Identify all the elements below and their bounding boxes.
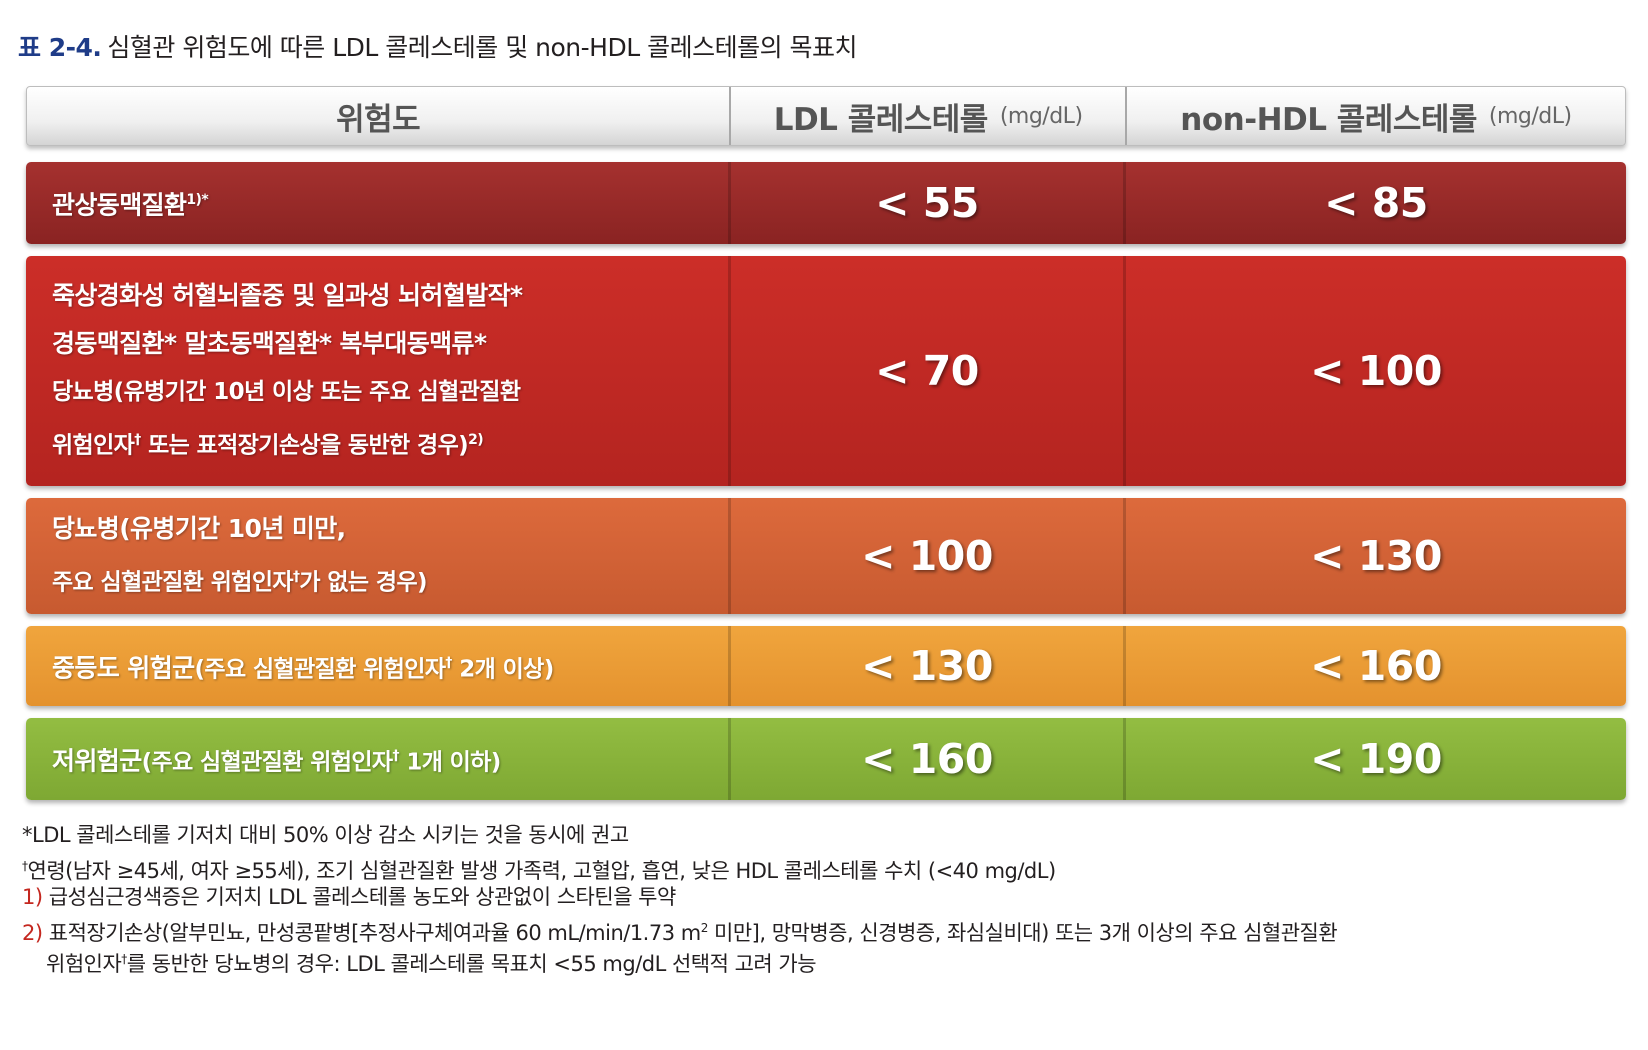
header-risk-label: 위험도 bbox=[336, 101, 421, 138]
header-nonhdl: non-HDL 콜레스테롤 (mg/dL) bbox=[1127, 87, 1625, 145]
dagger-mark: † bbox=[134, 432, 141, 449]
header-nonhdl-label: non-HDL 콜레스테롤 bbox=[1180, 101, 1477, 138]
ldl-target-cell: < 130 bbox=[731, 626, 1126, 706]
dagger-mark: † bbox=[292, 569, 300, 586]
risk-label: 관상동맥질환1)* bbox=[52, 176, 209, 229]
risk-label-line-part: (주요 심혈관질환 위험인자 bbox=[141, 749, 393, 776]
risk-label-line: 주요 심혈관질환 위험인자†가 없는 경우) bbox=[52, 553, 428, 607]
risk-label-line-part: 저위험군 bbox=[52, 746, 142, 776]
risk-label-line: 당뇨병(유병기간 10년 미만, bbox=[52, 514, 346, 544]
footnote-2-cont: 위험인자†를 동반한 당뇨병의 경우: LDL 콜레스테롤 목표치 <55 mg… bbox=[22, 944, 1337, 976]
nonhdl-target-value: < 160 bbox=[1310, 642, 1442, 690]
header-ldl: LDL 콜레스테롤 (mg/dL) bbox=[731, 87, 1127, 145]
risk-label-line-part: 2개 이상) bbox=[451, 656, 554, 683]
nonhdl-target-cell: < 160 bbox=[1126, 626, 1626, 706]
footnote-text: 연령(남자 ≥45세, 여자 ≥55세), 조기 심혈관질환 발생 가족력, 고… bbox=[27, 859, 1057, 883]
nonhdl-target-cell: < 130 bbox=[1126, 498, 1626, 614]
header-ldl-label: LDL 콜레스테롤 bbox=[773, 101, 989, 138]
nonhdl-target-value: < 190 bbox=[1310, 735, 1442, 783]
nonhdl-target-value: < 85 bbox=[1324, 179, 1428, 227]
caption-number: 표 2-4. bbox=[18, 33, 102, 62]
footnote-marker: * bbox=[22, 823, 33, 847]
header-nonhdl-unit: (mg/dL) bbox=[1488, 103, 1572, 129]
ldl-target-value: < 160 bbox=[861, 735, 993, 783]
footnote-mark: 2) bbox=[468, 432, 484, 449]
risk-cell: 중등도 위험군(주요 심혈관질환 위험인자† 2개 이상) bbox=[26, 626, 731, 706]
risk-label: 당뇨병(유병기간 10년 미만, 주요 심혈관질환 위험인자†가 없는 경우) bbox=[52, 505, 428, 607]
footnote-dagger: †연령(남자 ≥45세, 여자 ≥55세), 조기 심혈관질환 발생 가족력, … bbox=[22, 851, 1337, 883]
footnote-2: 2) 표적장기손상(알부민뇨, 만성콩팥병[추정사구체여과율 60 mL/min… bbox=[22, 913, 1338, 945]
risk-label: 저위험군(주요 심혈관질환 위험인자† 1개 이하) bbox=[52, 732, 501, 786]
footnote-1: 1) 급성심근경색증은 기저치 LDL 콜레스테롤 농도와 상관없이 스타틴을 … bbox=[22, 882, 1337, 913]
footnote-text: 를 동반한 당뇨병의 경우: LDL 콜레스테롤 목표치 <55 mg/dL 선… bbox=[126, 952, 817, 976]
ldl-target-cell: < 70 bbox=[731, 256, 1126, 486]
header-risk: 위험도 bbox=[27, 87, 732, 145]
risk-label-line-part: (주요 심혈관질환 위험인자 bbox=[194, 656, 446, 683]
dagger-mark: † bbox=[445, 654, 452, 671]
footnote-marker: † bbox=[22, 859, 28, 873]
table-row: 관상동맥질환1)* < 55 < 85 bbox=[26, 162, 1626, 244]
table-header: 위험도 LDL 콜레스테롤 (mg/dL) non-HDL 콜레스테롤 (mg/… bbox=[26, 86, 1626, 146]
footnote-text: 위험인자 bbox=[46, 952, 122, 976]
ldl-target-cell: < 160 bbox=[731, 718, 1126, 800]
ldl-target-value: < 55 bbox=[875, 179, 979, 227]
risk-label-line-part: 중등도 위험군 bbox=[52, 653, 195, 683]
nonhdl-target-cell: < 100 bbox=[1126, 256, 1626, 486]
footnote-text: 표적장기손상(알부민뇨, 만성콩팥병[추정사구체여과율 60 mL/min/1.… bbox=[48, 921, 701, 945]
table-row: 저위험군(주요 심혈관질환 위험인자† 1개 이하) < 160 < 190 bbox=[26, 718, 1626, 800]
nonhdl-target-cell: < 190 bbox=[1126, 718, 1626, 800]
risk-label-line-part: 1개 이하) bbox=[398, 749, 501, 776]
caption-title: 심혈관 위험도에 따른 LDL 콜레스테롤 및 non-HDL 콜레스테롤의 목… bbox=[107, 33, 858, 62]
risk-cell: 관상동맥질환1)* bbox=[26, 162, 731, 244]
footnote-mark: 1)* bbox=[186, 192, 209, 209]
ldl-target-value: < 70 bbox=[875, 347, 979, 395]
risk-label-line-part: 주요 심혈관질환 위험인자 bbox=[52, 569, 294, 596]
risk-label-line: 죽상경화성 허혈뇌졸중 및 일과성 뇌허혈발작* bbox=[52, 281, 523, 311]
footnote-marker: 2) bbox=[22, 921, 43, 945]
risk-cell: 죽상경화성 허혈뇌졸중 및 일과성 뇌허혈발작* 경동맥질환* 말초동맥질환* … bbox=[26, 256, 731, 486]
nonhdl-target-value: < 100 bbox=[1310, 347, 1442, 395]
footnote-star: *LDL 콜레스테롤 기저치 대비 50% 이상 감소 시키는 것을 동시에 권… bbox=[22, 820, 1337, 851]
table-caption: 표 2-4. 심혈관 위험도에 따른 LDL 콜레스테롤 및 non-HDL 콜레… bbox=[18, 28, 858, 64]
risk-label-line: 경동맥질환* 말초동맥질환* 복부대동맥류* bbox=[52, 329, 487, 359]
footnote-text: LDL 콜레스테롤 기저치 대비 50% 이상 감소 시키는 것을 동시에 권고 bbox=[32, 823, 629, 847]
risk-label-line-part: 위험인자 bbox=[52, 432, 135, 459]
table-row: 죽상경화성 허혈뇌졸중 및 일과성 뇌허혈발작* 경동맥질환* 말초동맥질환* … bbox=[26, 256, 1626, 486]
footnote-text: 미만], 망막병증, 신경병증, 좌심실비대) 또는 3개 이상의 주요 심혈관… bbox=[707, 921, 1338, 945]
risk-label: 중등도 위험군(주요 심혈관질환 위험인자† 2개 이상) bbox=[52, 639, 554, 693]
header-ldl-unit: (mg/dL) bbox=[999, 103, 1083, 129]
ldl-target-cell: < 100 bbox=[731, 498, 1126, 614]
superscript: 2 bbox=[700, 921, 709, 935]
ldl-target-cell: < 55 bbox=[731, 162, 1126, 244]
footnote-text: 급성심근경색증은 기저치 LDL 콜레스테롤 농도와 상관없이 스타틴을 투약 bbox=[48, 885, 677, 909]
nonhdl-target-cell: < 85 bbox=[1126, 162, 1626, 244]
ldl-target-value: < 130 bbox=[861, 642, 993, 690]
table-row: 당뇨병(유병기간 10년 미만, 주요 심혈관질환 위험인자†가 없는 경우) … bbox=[26, 498, 1626, 614]
risk-label: 죽상경화성 허혈뇌졸중 및 일과성 뇌허혈발작* 경동맥질환* 말초동맥질환* … bbox=[52, 272, 523, 470]
dagger-mark: † bbox=[121, 952, 127, 966]
risk-cell: 당뇨병(유병기간 10년 미만, 주요 심혈관질환 위험인자†가 없는 경우) bbox=[26, 498, 731, 614]
risk-label-line: 당뇨병(유병기간 10년 이상 또는 주요 심혈관질환 bbox=[52, 379, 521, 406]
risk-label-line-part: 가 없는 경우) bbox=[299, 569, 427, 596]
risk-label-line: 위험인자† 또는 표적장기손상을 동반한 경우)2) bbox=[52, 416, 523, 470]
dagger-mark: † bbox=[392, 747, 400, 764]
footnote-marker: 1) bbox=[22, 885, 43, 909]
nonhdl-target-value: < 130 bbox=[1310, 532, 1442, 580]
risk-label-line: 관상동맥질환 bbox=[52, 190, 187, 220]
risk-cell: 저위험군(주요 심혈관질환 위험인자† 1개 이하) bbox=[26, 718, 731, 800]
ldl-target-value: < 100 bbox=[861, 532, 993, 580]
footnotes: *LDL 콜레스테롤 기저치 대비 50% 이상 감소 시키는 것을 동시에 권… bbox=[22, 820, 1338, 976]
table-row: 중등도 위험군(주요 심혈관질환 위험인자† 2개 이상) < 130 < 16… bbox=[26, 626, 1626, 706]
risk-label-line-part: 또는 표적장기손상을 동반한 경우) bbox=[148, 432, 469, 459]
